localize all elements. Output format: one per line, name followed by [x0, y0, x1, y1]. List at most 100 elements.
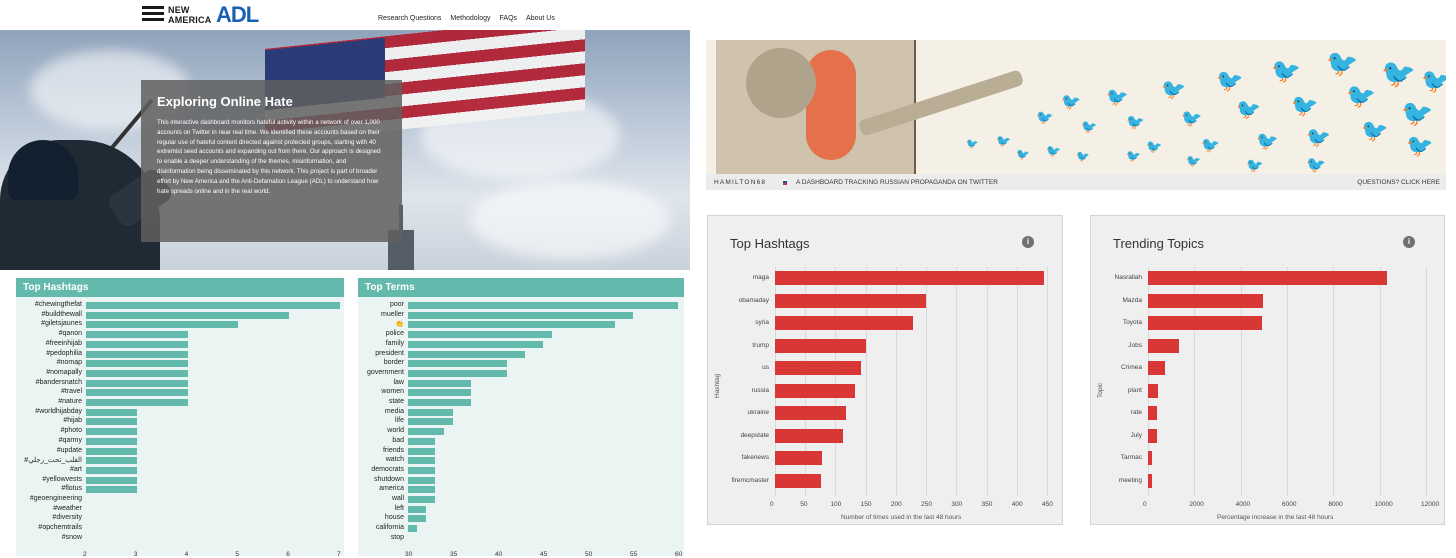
x-tick-label: 0	[770, 501, 774, 508]
x-tick-label: 250	[921, 501, 932, 508]
bar-label: meeting	[1118, 476, 1142, 484]
bar[interactable]	[86, 360, 188, 368]
card-title: Top Hashtags	[730, 236, 810, 251]
bar[interactable]	[775, 293, 927, 308]
bar[interactable]	[86, 408, 137, 416]
bar[interactable]	[86, 466, 137, 474]
twitter-bird-icon: 🐦	[1381, 58, 1416, 89]
bar-label: fakenews	[741, 454, 769, 461]
nav-link-faqs[interactable]: FAQs	[499, 15, 518, 22]
bar[interactable]	[86, 331, 188, 339]
bar[interactable]	[408, 302, 678, 309]
bar[interactable]	[86, 340, 188, 348]
bar[interactable]	[408, 418, 453, 426]
bar[interactable]	[408, 457, 435, 465]
bar[interactable]	[86, 399, 188, 406]
twitter-bird-icon: 🐦	[1236, 99, 1261, 121]
bar[interactable]	[408, 466, 435, 474]
bar[interactable]	[86, 447, 137, 455]
bar[interactable]	[1148, 316, 1262, 330]
bar[interactable]	[86, 457, 137, 465]
new-america-logo-text[interactable]: NEW AMERICA	[168, 5, 211, 25]
gridline	[805, 267, 807, 496]
twitter-bird-icon: 🐦	[1421, 68, 1446, 95]
bar[interactable]	[408, 311, 633, 319]
bar-label: #nomap	[56, 359, 82, 367]
adl-logo[interactable]: ADL	[216, 2, 259, 27]
bar[interactable]	[775, 271, 1044, 285]
bar[interactable]	[1148, 338, 1180, 353]
bar[interactable]	[86, 428, 137, 436]
bar[interactable]	[775, 451, 823, 465]
questions-link[interactable]: QUESTIONS? CLICK HERE	[1357, 179, 1440, 186]
bar[interactable]	[775, 361, 862, 375]
bar[interactable]	[86, 350, 188, 358]
bar[interactable]	[408, 515, 426, 523]
bar[interactable]	[408, 331, 552, 339]
bar[interactable]	[408, 437, 435, 445]
bar-label: #qanon	[58, 330, 82, 338]
bar-label: left	[394, 504, 404, 512]
figure-head	[746, 48, 816, 118]
nav-link-about-us[interactable]: About Us	[526, 15, 555, 22]
info-icon[interactable]: i	[1403, 236, 1415, 248]
bar[interactable]	[408, 505, 426, 513]
bar[interactable]	[408, 350, 525, 358]
bar[interactable]	[86, 321, 239, 329]
bar[interactable]	[408, 447, 435, 455]
bar[interactable]	[408, 360, 507, 368]
bar[interactable]	[86, 379, 188, 387]
bar[interactable]	[86, 369, 188, 377]
gridline	[1240, 267, 1242, 496]
bar[interactable]	[1148, 473, 1152, 488]
bar-label: #chewingthefat	[34, 301, 82, 308]
bar[interactable]	[408, 496, 435, 503]
bar[interactable]	[408, 321, 615, 329]
bar[interactable]	[775, 316, 913, 330]
bar[interactable]	[86, 418, 137, 426]
bar[interactable]	[775, 406, 846, 420]
bar[interactable]	[1148, 293, 1263, 308]
bar[interactable]	[408, 389, 471, 397]
info-icon[interactable]: i	[1022, 236, 1034, 248]
nav-link-methodology[interactable]: Methodology	[450, 15, 491, 22]
bar[interactable]	[408, 525, 417, 533]
bar[interactable]	[775, 473, 821, 488]
bar-label: state	[388, 398, 404, 405]
new-america-logo-icon[interactable]	[142, 6, 164, 22]
bar[interactable]	[1148, 361, 1166, 375]
bar[interactable]	[408, 369, 507, 377]
nav-link-research-questions[interactable]: Research Questions	[378, 15, 442, 22]
bar[interactable]	[1148, 428, 1157, 443]
bar[interactable]	[1148, 406, 1158, 420]
bar[interactable]	[86, 476, 137, 484]
bar-label: #photo	[60, 427, 82, 435]
bar[interactable]	[1148, 451, 1152, 465]
bar[interactable]	[408, 408, 453, 416]
bar-label: stop	[390, 533, 404, 541]
bar[interactable]	[408, 428, 444, 436]
bar[interactable]	[408, 486, 435, 494]
bar[interactable]	[408, 399, 471, 406]
x-tick-label: 0	[1143, 501, 1147, 508]
gridline	[835, 267, 837, 496]
bar[interactable]	[86, 311, 290, 319]
bar[interactable]	[408, 476, 435, 484]
bar[interactable]	[1148, 383, 1158, 398]
twitter-bird-icon: 🐦	[1201, 137, 1220, 154]
bar[interactable]	[775, 338, 866, 353]
bar[interactable]	[408, 340, 543, 348]
bar[interactable]	[408, 379, 471, 387]
bar[interactable]	[86, 389, 188, 397]
bar[interactable]	[86, 302, 340, 309]
bar[interactable]	[775, 428, 844, 443]
bar[interactable]	[1148, 271, 1387, 285]
bar[interactable]	[775, 383, 855, 398]
x-tick-label: 45	[540, 550, 548, 558]
bar-label: Jobs	[1128, 341, 1142, 349]
hamilton68-brand[interactable]: HAMILTON68	[714, 179, 767, 186]
bar[interactable]	[86, 486, 137, 494]
bar[interactable]	[86, 437, 137, 445]
x-tick-label: 400	[1011, 501, 1023, 508]
protester-hat	[8, 140, 78, 200]
